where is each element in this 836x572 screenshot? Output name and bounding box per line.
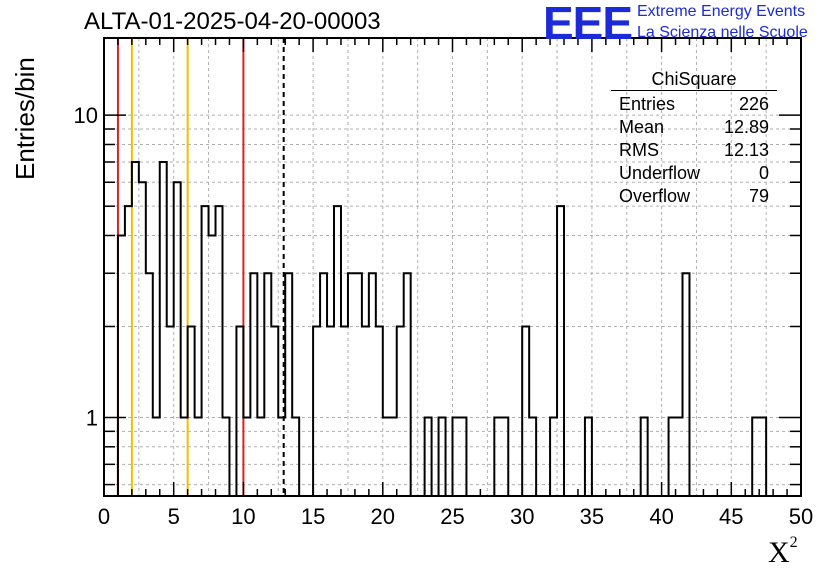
stats-label: Mean (619, 117, 665, 137)
axes (103, 37, 802, 497)
y-tick-label: 1 (86, 406, 98, 431)
stats-row: RMS 12.13 (611, 139, 777, 162)
eee-logo: EEE (543, 0, 633, 49)
tick-labels: 0 5 10 15 20 25 30 35 40 45 50 1 10 (74, 103, 814, 529)
grid-lines (104, 38, 801, 496)
stats-row: Overflow 79 (611, 185, 777, 208)
x-tick-label: 50 (789, 504, 813, 529)
stats-label: Entries (619, 94, 676, 114)
logo-line-1: Extreme Energy Events (637, 3, 806, 20)
stats-value: 0 (758, 163, 769, 183)
x-tick-label: 5 (168, 504, 180, 529)
stats-value: 12.89 (723, 117, 769, 137)
x-tick-label: 15 (301, 504, 325, 529)
x-tick-label: 25 (440, 504, 464, 529)
x-tick-label: 0 (98, 504, 110, 529)
x-tick-label: 10 (231, 504, 255, 529)
x-axis-label-main: X (768, 536, 790, 569)
x-tick-label: 40 (649, 504, 673, 529)
stats-label: RMS (619, 140, 659, 160)
y-axis-label: Entries/bin (10, 57, 40, 180)
stats-value: 226 (738, 94, 769, 114)
stats-box: ChiSquare Entries 226 Mean 12.89 RMS 12.13 … (611, 68, 777, 208)
stats-row: Entries 226 (611, 93, 777, 116)
y-tick-label: 10 (74, 103, 98, 128)
x-tick-label: 30 (510, 504, 534, 529)
x-axis-label: X2 (768, 534, 798, 570)
x-tick-label: 35 (580, 504, 604, 529)
stats-divider (611, 90, 777, 91)
x-tick-label: 45 (719, 504, 743, 529)
chart-title: ALTA-01-2025-04-20-00003 (84, 8, 381, 35)
x-tick-label: 20 (371, 504, 395, 529)
stats-row: Mean 12.89 (611, 116, 777, 139)
logo-line-2: La Scienza nelle Scuole (637, 24, 808, 41)
histogram-outline (116, 161, 774, 497)
stats-label: Overflow (619, 186, 691, 206)
stats-value: 79 (748, 186, 769, 206)
stats-row: Underflow 0 (611, 162, 777, 185)
stats-title: ChiSquare (651, 69, 737, 89)
stats-label: Underflow (619, 163, 701, 183)
x-axis-label-exponent: 2 (789, 534, 798, 551)
stats-value: 12.13 (723, 140, 769, 160)
